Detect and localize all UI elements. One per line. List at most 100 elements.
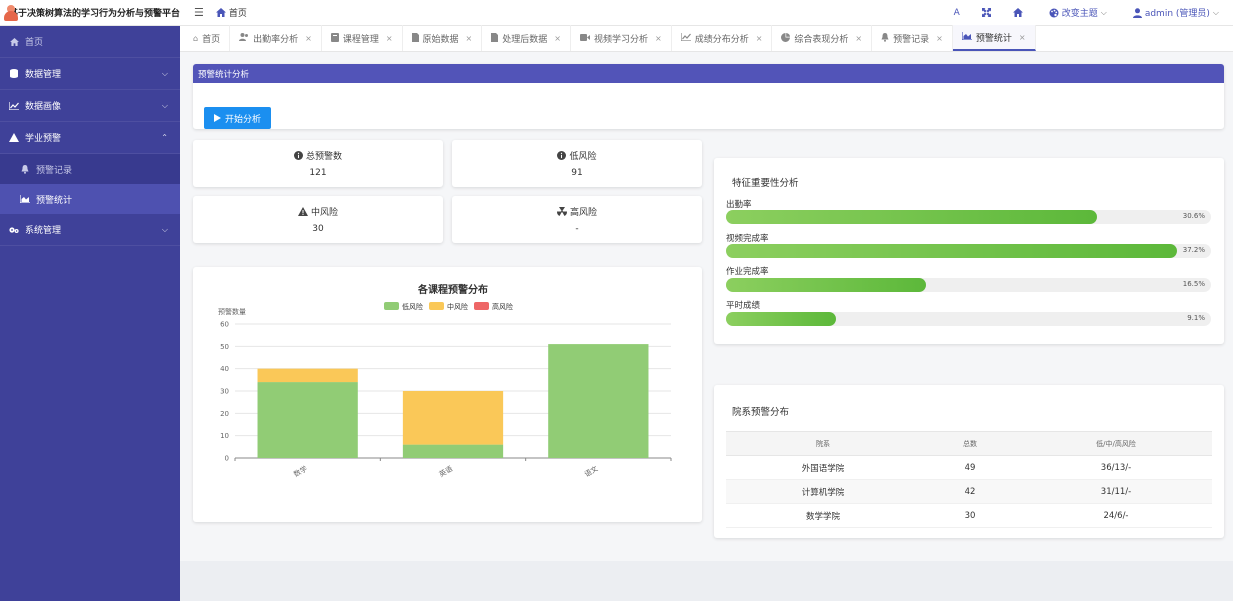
radiation-icon	[556, 207, 567, 216]
tab-score-distribution[interactable]: 成绩分布分析 ×	[672, 25, 773, 51]
feature-bar-fill	[726, 210, 1098, 224]
close-icon[interactable]: ×	[554, 33, 561, 43]
y-tick-label: 0	[225, 455, 229, 463]
tab-video-analysis[interactable]: 视频学习分析 ×	[571, 25, 672, 51]
fullscreen-button[interactable]	[981, 8, 991, 17]
tab-comprehensive-analysis[interactable]: 综合表现分析 ×	[772, 25, 873, 51]
home-button[interactable]	[1012, 8, 1023, 17]
x-tick-label: 语文	[583, 464, 600, 479]
feature-importance-title: 特征重要性分析	[732, 178, 799, 189]
feature-label: 出勤率	[726, 200, 752, 210]
breadcrumb[interactable]: 首页	[215, 6, 247, 19]
stat-low-label: 低风险	[569, 152, 597, 162]
stat-title: 低风险	[557, 149, 597, 162]
close-icon[interactable]: ×	[385, 33, 393, 43]
bell-icon	[20, 164, 30, 174]
feature-label: 视频完成率	[726, 234, 769, 244]
tab-label: 视频学习分析	[593, 34, 648, 45]
chevron-down-icon: ⌵	[161, 68, 168, 78]
sidebar-item-label: 预警统计	[36, 195, 73, 206]
theme-label: 改变主题	[1061, 9, 1098, 19]
tab-warning-stats[interactable]: 预警统计 ×	[952, 25, 1036, 51]
y-tick-label: 50	[220, 343, 229, 351]
sidebar-item-warning-records[interactable]: 预警记录	[0, 154, 180, 184]
sidebar: 首页 数据管理 ⌵ 数据画像 ⌵ 学业预警 ⌃ 预警记录 预警统计	[0, 26, 180, 601]
y-tick-label: 20	[220, 410, 229, 418]
column-header[interactable]: 院系	[726, 431, 920, 456]
chart-bar[interactable]	[402, 444, 504, 458]
pie-chart-icon	[781, 32, 791, 44]
legend-swatch	[429, 302, 444, 310]
feature-bar-fill	[726, 312, 837, 326]
close-icon[interactable]: ×	[305, 33, 312, 43]
legend-label: 低风险	[402, 302, 423, 311]
department-table: 院系 总数 低/中/高风险 外国语学院 49 36/13/- 计算机学院 42 …	[726, 431, 1212, 528]
sidebar-item-label: 系统管理	[25, 226, 62, 236]
tab-label: 预警记录	[893, 34, 930, 45]
tab-course-management[interactable]: 课程管理 ×	[322, 25, 403, 51]
table-row[interactable]: 数学学院 30 24/6/-	[726, 503, 1212, 528]
sidebar-item-data-management[interactable]: 数据管理 ⌵	[0, 58, 180, 90]
y-tick-label: 60	[220, 321, 229, 329]
start-analysis-label: 开始分析	[224, 114, 261, 125]
theme-switcher[interactable]: 改变主题 ⌵	[1049, 6, 1107, 19]
stat-total-value: 121	[309, 168, 327, 178]
sidebar-item-warning-stats[interactable]: 预警统计	[0, 184, 180, 214]
sidebar-item-system-management[interactable]: 系统管理 ⌵	[0, 214, 180, 246]
chart-bar[interactable]	[257, 368, 358, 383]
logo-icon	[4, 4, 18, 21]
user-menu[interactable]: admin (管理员) ⌵	[1132, 6, 1219, 19]
close-icon[interactable]: ×	[654, 33, 662, 43]
header-actions: A 改变主题 ⌵ admin (管理员) ⌵	[932, 6, 1233, 20]
close-icon[interactable]: ×	[855, 33, 863, 43]
home-icon: ⌂	[193, 33, 199, 43]
feature-bar-track: 37.2%	[726, 244, 1211, 258]
menu-toggle-icon[interactable]: ☰	[194, 6, 204, 19]
close-icon[interactable]: ×	[936, 33, 943, 43]
warning-icon	[9, 133, 19, 142]
sidebar-item-home[interactable]: 首页	[0, 26, 180, 58]
close-icon[interactable]: ×	[1018, 32, 1026, 42]
chart-bars	[257, 344, 649, 458]
legend-item[interactable]: 低风险	[384, 302, 423, 311]
user-label: admin (管理员)	[1144, 9, 1210, 19]
tab-warning-records[interactable]: 预警记录 ×	[872, 25, 953, 51]
department-warning-card: 院系预警分布 院系 总数 低/中/高风险 外国语学院 49 36/13/- 计算…	[714, 385, 1224, 538]
sidebar-item-label: 数据画像	[25, 102, 62, 112]
file-icon	[411, 32, 419, 44]
feature-bar-track: 16.5%	[726, 278, 1211, 292]
chart-bar[interactable]	[402, 391, 504, 445]
line-chart-icon	[9, 101, 19, 110]
column-header[interactable]: 总数	[920, 431, 1020, 456]
stat-high-label: 高风险	[569, 208, 597, 218]
sidebar-item-data-portrait[interactable]: 数据画像 ⌵	[0, 90, 180, 122]
chart-bar[interactable]	[257, 382, 358, 458]
start-analysis-button[interactable]: 开始分析	[204, 107, 271, 129]
sidebar-item-academic-warning[interactable]: 学业预警 ⌃	[0, 122, 180, 154]
stat-high-value: -	[575, 224, 579, 234]
chart-bar[interactable]	[548, 344, 649, 458]
feature-importance-card: 特征重要性分析 出勤率 30.6% 视频完成率 37.2% 作业完成率 16.5…	[714, 158, 1224, 344]
font-size-button[interactable]: A	[954, 8, 960, 18]
sidebar-item-label: 预警记录	[36, 165, 73, 176]
tab-label: 课程管理	[342, 34, 379, 45]
legend-swatch	[384, 302, 399, 310]
database-icon	[9, 69, 19, 78]
close-icon[interactable]: ×	[465, 33, 473, 43]
feature-label: 平时成绩	[726, 301, 761, 311]
tab-home[interactable]: ⌂ 首页	[184, 25, 231, 51]
legend-item[interactable]: 高风险	[474, 302, 513, 311]
column-header[interactable]: 低/中/高风险	[1020, 431, 1212, 456]
close-icon[interactable]: ×	[755, 33, 763, 43]
tab-attendance-analysis[interactable]: 出勤率分析 ×	[230, 25, 322, 51]
tab-processed-data[interactable]: 处理后数据 ×	[482, 25, 571, 51]
breadcrumb-home: 首页	[228, 9, 247, 19]
tab-raw-data[interactable]: 原始数据 ×	[403, 25, 483, 51]
tab-label: 处理后数据	[502, 34, 548, 45]
y-tick-label: 40	[220, 365, 229, 373]
table-row[interactable]: 外国语学院 49 36/13/-	[726, 455, 1212, 480]
course-warning-chart: 各课程预警分布 低风险 中风险 高风险 预警数量 0 10 20 30 40 50 60 数学 英…	[218, 283, 672, 479]
stat-card-mid: 中风险 30	[193, 196, 443, 243]
table-row[interactable]: 计算机学院 42 31/11/-	[726, 479, 1212, 504]
legend-item[interactable]: 中风险	[429, 302, 468, 311]
